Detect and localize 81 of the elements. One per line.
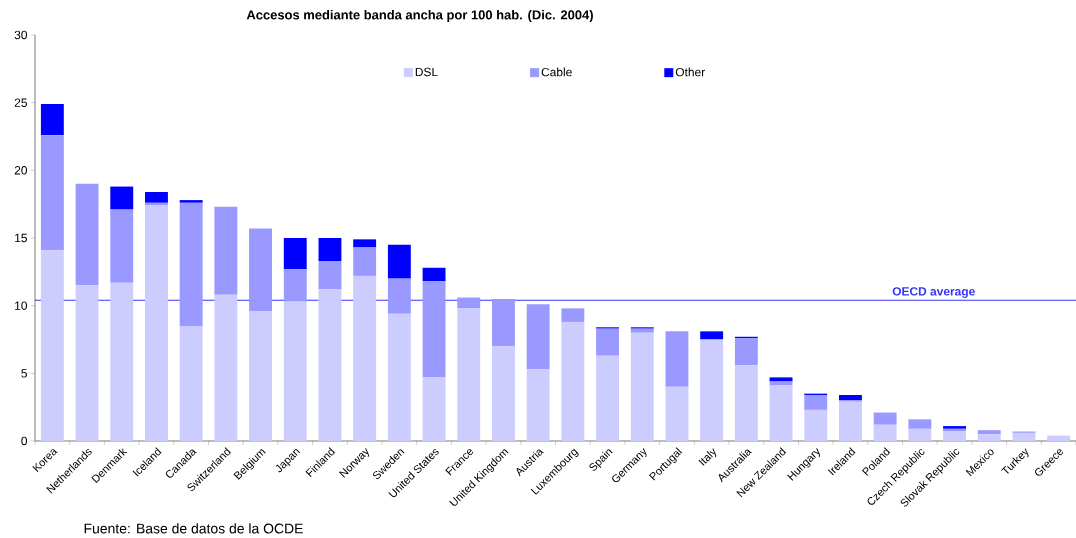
bar	[804, 409, 828, 441]
ref-line-label: OECD average	[892, 287, 975, 299]
bar	[526, 369, 550, 441]
bar	[353, 275, 377, 441]
bar	[422, 377, 446, 441]
bar	[769, 377, 793, 382]
bar	[839, 401, 862, 441]
bar	[179, 202, 203, 326]
y-tick-label: 15	[15, 233, 27, 243]
bar	[40, 250, 64, 441]
bar	[422, 267, 446, 282]
bar	[387, 244, 411, 279]
legend-label: Cable	[541, 67, 572, 77]
y-tick-label: 20	[14, 166, 28, 175]
bar	[561, 321, 585, 441]
bar	[700, 331, 724, 340]
bar	[665, 386, 689, 441]
bar	[492, 346, 515, 441]
bar	[422, 281, 446, 378]
bar	[318, 260, 342, 290]
bar	[804, 394, 828, 410]
legend-label: Other	[675, 67, 705, 77]
bar	[977, 430, 1001, 435]
bar	[353, 247, 377, 276]
y-tick-label: 30	[14, 30, 28, 40]
bar	[734, 365, 758, 441]
bar	[40, 104, 64, 136]
bar	[283, 269, 307, 302]
bar	[977, 434, 1001, 441]
bar	[1012, 432, 1036, 441]
bar	[526, 304, 550, 370]
bar	[214, 294, 238, 441]
bar	[457, 297, 481, 309]
bar	[873, 424, 897, 441]
bar	[75, 183, 99, 286]
bar	[1047, 435, 1071, 441]
bar	[283, 301, 307, 441]
bar	[110, 209, 134, 283]
bar	[75, 285, 99, 441]
y-tick-label: 5	[21, 369, 27, 378]
bar	[492, 298, 515, 347]
bar	[179, 325, 203, 441]
bar	[249, 228, 273, 312]
bar	[630, 332, 654, 441]
bar	[110, 186, 134, 210]
y-tick-label: 0	[21, 436, 28, 446]
legend-label: DSL	[415, 67, 438, 77]
bar	[283, 237, 307, 270]
bar	[318, 237, 342, 261]
bar	[630, 328, 654, 333]
bar	[214, 206, 238, 295]
bar	[908, 419, 932, 429]
bar	[457, 308, 481, 441]
bar	[387, 313, 411, 441]
y-tick-label: 10	[15, 301, 28, 310]
bar	[145, 191, 168, 203]
bar	[596, 355, 619, 441]
bar	[839, 394, 862, 401]
bar	[145, 202, 168, 206]
bar	[561, 308, 585, 322]
source-note: Fuente: Base de datos de la OCDE	[84, 523, 303, 534]
bar	[596, 328, 619, 356]
bar	[249, 311, 273, 441]
bar	[387, 278, 411, 314]
bar	[700, 339, 724, 441]
bar	[110, 282, 134, 441]
bar	[318, 289, 342, 441]
x-tick-label: Italy	[698, 448, 717, 466]
bar	[734, 338, 758, 366]
bar	[179, 200, 203, 203]
bar	[908, 428, 932, 441]
y-tick-label: 25	[14, 98, 27, 107]
bar	[873, 412, 897, 425]
bar	[40, 135, 64, 251]
bar	[943, 431, 966, 441]
bar	[769, 385, 793, 441]
bar	[353, 239, 377, 248]
bar	[145, 205, 168, 441]
bar	[769, 381, 793, 386]
bar	[665, 331, 689, 387]
chart-title: Accesos mediante banda ancha por 100 hab. (Dic. 2004)	[246, 9, 593, 23]
